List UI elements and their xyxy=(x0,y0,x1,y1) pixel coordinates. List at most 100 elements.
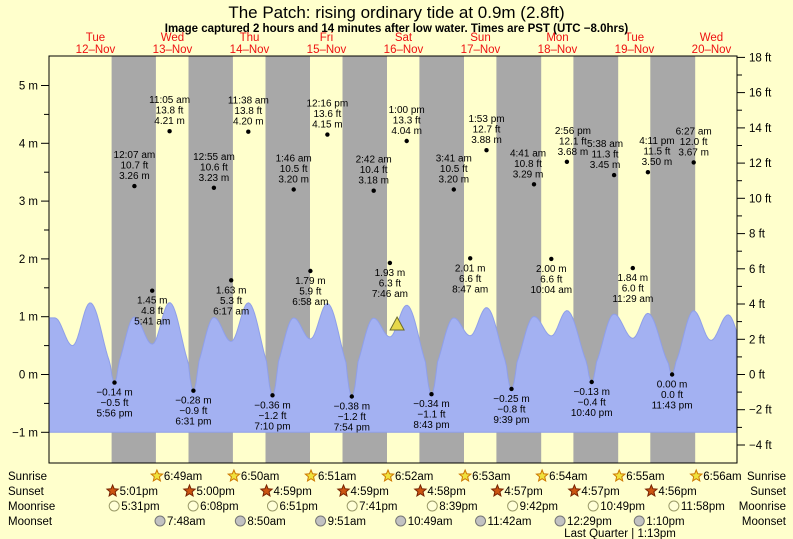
moonrise-icon xyxy=(426,500,438,512)
day-label: Wed xyxy=(161,32,184,44)
tide-extreme-label: 5:38 am xyxy=(587,139,623,150)
y-axis-left-label: 1 m xyxy=(19,312,38,324)
sunset-time: 5:01pm xyxy=(120,486,158,498)
tide-extreme-label: 7:10 pm xyxy=(254,421,290,432)
sunrise-icon xyxy=(458,468,473,482)
tide-extreme-label: 12.1 ft xyxy=(559,136,587,147)
moonset-icon xyxy=(633,515,645,527)
tide-extreme-label: 3.29 m xyxy=(513,169,544,180)
tide-extreme-label: 10.5 ft xyxy=(280,164,308,175)
sunrise-icon xyxy=(149,468,164,482)
sunrise-row-label-left: Sunrise xyxy=(8,471,47,483)
tide-extreme-label: 2:56 pm xyxy=(555,126,591,137)
tide-extreme-label: 7:46 am xyxy=(372,289,408,300)
moonset-time: 9:51am xyxy=(328,516,366,528)
day-date-label: 18–Nov xyxy=(538,44,578,56)
y-axis-left-label: −1 m xyxy=(12,427,38,439)
tide-extreme-label: −0.4 ft xyxy=(578,398,606,409)
day-date-label: 20–Nov xyxy=(692,44,732,56)
day-label: Mon xyxy=(546,32,568,44)
tide-extreme-label: 4.21 m xyxy=(154,116,185,127)
tide-extreme-dot xyxy=(211,185,217,190)
moonrise-icon xyxy=(108,500,120,512)
tide-extreme-label: 6:58 am xyxy=(292,297,328,308)
tide-extreme-dot xyxy=(191,388,196,393)
tide-extreme-label: 7:54 pm xyxy=(334,422,370,433)
sunrise-time: 6:54am xyxy=(549,471,587,483)
moonset-time: 7:48am xyxy=(167,516,205,528)
tide-extreme-dot xyxy=(150,288,155,293)
moonrise-icon xyxy=(187,500,199,512)
sunrise-icon xyxy=(612,468,627,482)
y-axis-left-label: 0 m xyxy=(19,370,38,382)
tide-extreme-dot xyxy=(564,159,570,164)
tide-extreme-label: 5:41 am xyxy=(134,317,170,328)
y-axis-right-label: 8 ft xyxy=(749,229,766,241)
sunrise-time: 6:50am xyxy=(241,471,279,483)
tide-extreme-dot xyxy=(611,172,617,178)
tide-extreme-dot xyxy=(325,132,330,137)
current-tide-marker xyxy=(389,315,405,331)
y-axis-right-label: −2 ft xyxy=(749,405,773,417)
tide-extreme-label: 12:16 pm xyxy=(307,99,349,110)
y-axis-right-label: −4 ft xyxy=(749,440,773,452)
day-label: Tue xyxy=(86,32,105,44)
tide-extreme-label: 10:40 pm xyxy=(571,408,613,419)
moonrise-icon xyxy=(668,500,680,512)
tide-extreme-dot xyxy=(132,183,137,189)
moonset-icon xyxy=(395,515,407,527)
sunset-time: 4:59pm xyxy=(350,486,388,498)
tide-extreme-label: 5.3 ft xyxy=(220,296,242,307)
tide-extreme-label: 3.45 m xyxy=(590,160,621,171)
tide-extreme-label: 1.93 m xyxy=(375,268,406,279)
tide-extreme-label: 1:53 pm xyxy=(468,114,504,125)
y-axis-right-label: 18 ft xyxy=(749,52,772,64)
tide-extreme-label: 6:27 am xyxy=(676,126,712,137)
y-axis-left-label: 5 m xyxy=(19,81,38,93)
day-date-label: 13–Nov xyxy=(153,44,193,56)
tide-extreme-label: 4:41 am xyxy=(510,148,546,159)
y-axis-left-label: 2 m xyxy=(19,254,38,266)
tide-extreme-dot xyxy=(589,379,594,385)
sunrise-row-label-right: Sunrise xyxy=(747,471,786,483)
tide-extreme-dot xyxy=(112,380,117,385)
tide-extreme-dot xyxy=(549,256,554,262)
moonrise-time: 5:31pm xyxy=(121,501,159,513)
tide-extreme-label: 6:31 pm xyxy=(175,417,211,428)
tide-extreme-label: 4.15 m xyxy=(312,120,343,131)
sunrise-time: 6:51am xyxy=(318,471,356,483)
tide-extreme-label: 13.6 ft xyxy=(313,109,341,120)
day-date-label: 12–Nov xyxy=(76,44,116,56)
moonset-row-label-left: Moonset xyxy=(8,516,53,528)
tide-extreme-label: 10.5 ft xyxy=(440,164,468,175)
tide-extreme-label: −0.8 ft xyxy=(497,404,525,415)
tide-extreme-dot xyxy=(167,129,172,134)
tide-extreme-label: 10.8 ft xyxy=(514,159,542,170)
tide-extreme-label: −0.13 m xyxy=(574,387,610,398)
y-axis-right-label: 4 ft xyxy=(749,299,766,311)
tide-extreme-label: 10:04 am xyxy=(530,285,572,296)
moonset-icon xyxy=(154,515,166,527)
tide-extreme-dot xyxy=(270,393,275,398)
tide-extreme-label: 1.84 m xyxy=(618,273,649,284)
tide-extreme-dot xyxy=(371,188,376,193)
sunset-time: 4:58pm xyxy=(427,486,465,498)
day-date-label: 14–Nov xyxy=(230,44,270,56)
tide-extreme-label: 3.67 m xyxy=(678,147,709,158)
tide-curve xyxy=(48,302,738,433)
tide-extreme-label: 1:00 pm xyxy=(389,105,425,116)
tide-extreme-label: 5:56 pm xyxy=(96,409,132,420)
sunset-icon xyxy=(336,483,351,497)
tide-extreme-label: −0.28 m xyxy=(175,396,211,407)
tide-extreme-dot xyxy=(484,148,489,153)
sunset-icon xyxy=(182,483,197,497)
moonrise-time: 9:42pm xyxy=(520,501,558,513)
tide-extreme-dot xyxy=(387,260,393,266)
tide-extreme-label: −0.9 ft xyxy=(179,406,207,417)
day-label: Sun xyxy=(470,32,490,44)
tide-extreme-label: 1.45 m xyxy=(137,296,168,307)
tide-extreme-label: 11:43 pm xyxy=(652,401,693,412)
tide-extreme-label: 5.9 ft xyxy=(299,287,321,298)
sunset-icon xyxy=(105,483,120,497)
